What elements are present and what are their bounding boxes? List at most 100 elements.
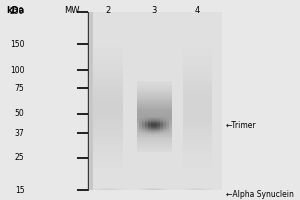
Bar <box>183 59 212 60</box>
Bar <box>136 123 172 124</box>
Bar <box>163 124 166 125</box>
Bar <box>151 131 154 132</box>
Bar <box>154 129 157 130</box>
Bar <box>183 115 212 117</box>
Bar <box>93 93 123 95</box>
Bar <box>93 157 123 163</box>
Bar <box>157 127 160 128</box>
Bar <box>93 152 123 157</box>
Bar <box>148 123 151 124</box>
Bar <box>145 123 148 124</box>
Bar <box>136 124 172 126</box>
Bar <box>183 112 212 115</box>
Bar <box>145 130 148 131</box>
Bar <box>136 144 172 146</box>
Bar <box>142 121 145 122</box>
Bar <box>142 126 145 127</box>
Bar <box>136 119 172 120</box>
Bar <box>163 122 166 123</box>
Bar <box>93 103 123 105</box>
Bar <box>139 129 142 130</box>
Bar <box>160 123 163 124</box>
Bar <box>136 108 172 109</box>
Bar <box>142 129 145 130</box>
Bar <box>136 102 172 103</box>
Bar <box>166 133 169 134</box>
Bar <box>136 82 172 83</box>
Bar <box>148 127 151 128</box>
Text: 100: 100 <box>10 66 24 75</box>
Bar <box>136 92 172 93</box>
Bar <box>136 150 172 152</box>
Bar <box>136 94 172 95</box>
Bar <box>166 130 169 131</box>
Text: 150: 150 <box>10 40 24 49</box>
Text: 25: 25 <box>15 153 24 162</box>
Bar <box>154 130 157 131</box>
Text: ←Trimer: ←Trimer <box>226 121 256 130</box>
Bar <box>163 130 166 131</box>
Bar <box>154 125 157 126</box>
Bar <box>154 123 157 124</box>
Bar <box>142 124 145 125</box>
Bar <box>93 105 123 107</box>
Bar <box>163 128 166 129</box>
Bar <box>160 132 163 133</box>
Bar <box>136 88 172 89</box>
Bar <box>163 117 166 118</box>
Bar <box>183 63 212 64</box>
Bar <box>157 132 160 133</box>
Bar <box>183 101 212 103</box>
Bar <box>151 124 154 125</box>
Bar <box>183 80 212 81</box>
Bar <box>183 58 212 59</box>
Bar <box>151 134 154 135</box>
Bar <box>151 125 154 126</box>
Bar <box>183 47 212 48</box>
Bar <box>183 157 212 163</box>
Bar <box>183 69 212 70</box>
Bar <box>183 56 212 57</box>
Text: 250: 250 <box>10 7 24 16</box>
Bar <box>142 133 145 134</box>
Bar <box>183 126 212 129</box>
Bar <box>93 91 123 93</box>
Bar <box>157 124 160 125</box>
Bar <box>93 163 123 168</box>
Bar <box>136 106 172 107</box>
Bar <box>160 120 163 121</box>
Bar <box>154 128 157 129</box>
Bar <box>139 119 142 120</box>
Bar <box>183 87 212 89</box>
Text: 2: 2 <box>106 6 111 15</box>
Bar <box>151 132 154 133</box>
Bar <box>136 138 172 140</box>
Bar <box>157 117 160 118</box>
Bar <box>148 128 151 129</box>
Text: 50: 50 <box>15 109 24 118</box>
Bar <box>151 121 154 122</box>
Bar <box>154 133 157 134</box>
Bar <box>93 148 123 152</box>
Bar <box>139 122 142 123</box>
Bar <box>151 133 154 134</box>
Bar <box>93 132 123 136</box>
Bar <box>163 127 166 128</box>
Bar <box>163 123 166 124</box>
Bar <box>166 128 169 129</box>
Bar <box>183 78 212 80</box>
Bar <box>139 126 142 127</box>
Bar <box>145 120 148 121</box>
Bar <box>93 77 123 78</box>
Text: kDa: kDa <box>6 6 24 15</box>
Bar <box>93 66 123 67</box>
Bar <box>93 99 123 101</box>
Bar <box>93 80 123 81</box>
Bar <box>151 120 154 121</box>
Bar <box>136 93 172 94</box>
Bar <box>93 112 123 115</box>
Bar <box>145 133 148 134</box>
Bar <box>154 124 157 125</box>
Bar <box>183 152 212 157</box>
Bar <box>136 91 172 92</box>
